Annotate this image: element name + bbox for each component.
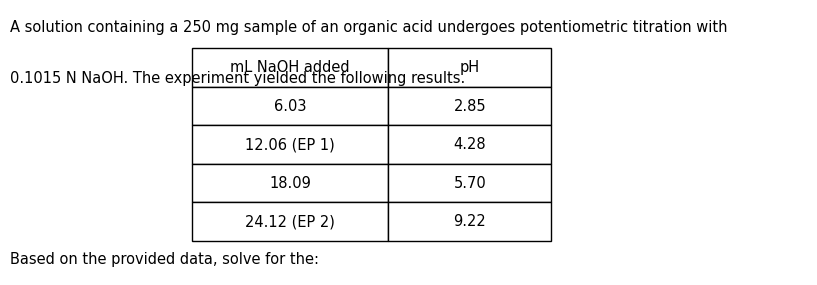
- Text: 24.12 (EP 2): 24.12 (EP 2): [245, 214, 335, 229]
- Text: 5.70: 5.70: [453, 176, 486, 191]
- Bar: [388, 48, 551, 87]
- Bar: [388, 164, 551, 202]
- Bar: [192, 164, 388, 202]
- Text: 18.09: 18.09: [269, 176, 311, 191]
- Bar: [388, 87, 551, 125]
- Bar: [192, 202, 388, 241]
- Text: pH: pH: [460, 60, 480, 75]
- Text: 0.1015 N NaOH. The experiment yielded the following results.: 0.1015 N NaOH. The experiment yielded th…: [10, 71, 465, 86]
- Text: 9.22: 9.22: [453, 214, 486, 229]
- Text: Based on the provided data, solve for the:: Based on the provided data, solve for th…: [10, 252, 319, 267]
- Text: 12.06 (EP 1): 12.06 (EP 1): [245, 137, 335, 152]
- Text: mL NaOH added: mL NaOH added: [230, 60, 350, 75]
- Bar: [192, 125, 388, 164]
- Bar: [388, 202, 551, 241]
- Text: 6.03: 6.03: [274, 99, 306, 114]
- Text: 2.85: 2.85: [453, 99, 486, 114]
- Text: A solution containing a 250 mg sample of an organic acid undergoes potentiometri: A solution containing a 250 mg sample of…: [10, 20, 727, 35]
- Bar: [192, 48, 388, 87]
- Bar: [388, 125, 551, 164]
- Text: 4.28: 4.28: [453, 137, 486, 152]
- Bar: [192, 87, 388, 125]
